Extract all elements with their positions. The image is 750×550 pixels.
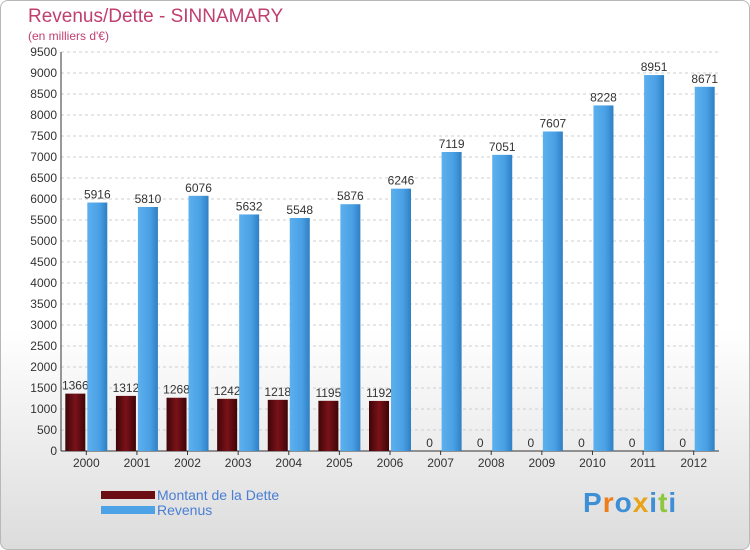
debt-bar — [166, 397, 187, 451]
x-tick-label: 2004 — [275, 456, 302, 470]
y-tick-label: 1500 — [30, 381, 57, 395]
revenue-bar — [340, 204, 361, 451]
debt-value-label: 1268 — [163, 383, 190, 397]
revenue-value-label: 8228 — [590, 90, 617, 104]
revenue-value-label: 6076 — [185, 181, 212, 195]
debt-value-label: 0 — [578, 436, 585, 450]
x-tick-label: 2002 — [174, 456, 201, 470]
y-tick-label: 8500 — [30, 87, 57, 101]
brand-letter: P — [583, 487, 603, 518]
revenue-value-label: 6246 — [388, 174, 415, 188]
y-tick-label: 3000 — [30, 318, 57, 332]
revenue-bar — [289, 217, 310, 451]
y-tick-label: 2000 — [30, 360, 57, 374]
debt-value-label: 0 — [679, 436, 686, 450]
revenue-value-label: 5916 — [84, 188, 111, 202]
debt-bar — [267, 399, 288, 451]
y-tick-label: 500 — [37, 423, 57, 437]
revenue-value-label: 7607 — [539, 117, 566, 131]
revenue-bar — [87, 202, 108, 451]
revenue-value-label: 7119 — [439, 137, 465, 151]
revenue-value-label: 5876 — [337, 189, 364, 203]
debt-value-label: 0 — [629, 436, 636, 450]
revenue-bar — [239, 214, 260, 451]
legend-swatch-revenus — [101, 505, 155, 514]
debt-value-label: 0 — [426, 436, 433, 450]
debt-value-label: 1366 — [62, 379, 89, 393]
y-tick-label: 8000 — [30, 108, 57, 122]
y-tick-label: 9000 — [30, 66, 57, 80]
revenue-value-label: 7051 — [489, 140, 516, 154]
x-tick-label: 2000 — [73, 456, 100, 470]
y-tick-label: 4000 — [30, 276, 57, 290]
x-tick-label: 2011 — [630, 456, 656, 470]
revenue-bar — [542, 131, 563, 452]
brand-letter: r — [602, 487, 615, 518]
revenue-bar — [391, 188, 411, 451]
y-tick-label: 3500 — [30, 297, 57, 311]
chart-title: Revenus/Dette - SINNAMARY — [28, 6, 284, 27]
debt-bar — [318, 400, 339, 451]
brand-text: Proxiti — [583, 487, 677, 518]
brand-letter: o — [614, 487, 633, 518]
y-tick-label: 0 — [50, 444, 57, 458]
revenue-bar — [593, 105, 614, 451]
legend-swatch-dette — [101, 490, 155, 499]
brand-letter: x — [632, 487, 650, 518]
x-tick-label: 2005 — [326, 456, 353, 470]
y-tick-label: 1000 — [30, 402, 57, 416]
legend-label-dette: Montant de la Dette — [157, 486, 280, 503]
revenue-bar — [441, 152, 462, 451]
legend: Montant de la Dette Revenus — [101, 486, 280, 518]
x-tick-label: 2001 — [124, 456, 151, 470]
legend-item-revenus: Revenus — [101, 501, 279, 518]
debt-value-label: 1195 — [315, 386, 341, 400]
legend-label-revenus: Revenus — [157, 501, 213, 518]
y-tick-label: 7500 — [30, 129, 57, 143]
debt-value-label: 0 — [528, 436, 535, 450]
revenue-bar — [644, 75, 665, 452]
x-tick-label: 2010 — [579, 456, 606, 470]
debt-value-label: 1312 — [113, 381, 140, 395]
y-tick-label: 6000 — [30, 192, 57, 206]
revenue-bar — [137, 206, 158, 451]
revenue-value-label: 5632 — [236, 199, 263, 213]
revenue-bar — [694, 86, 715, 452]
debt-value-label: 0 — [477, 436, 484, 450]
x-tick-label: 2006 — [377, 456, 404, 470]
y-tick-label: 5000 — [30, 234, 57, 248]
y-tick-label: 9500 — [30, 45, 57, 59]
x-tick-label: 2012 — [680, 456, 707, 470]
revenue-value-label: 5810 — [135, 192, 162, 206]
brand-letter: i — [649, 487, 659, 518]
x-tick-label: 2009 — [528, 456, 555, 470]
chart-subtitle: (en milliers d'€) — [28, 29, 109, 43]
revenue-value-label: 8951 — [641, 60, 668, 74]
revenue-value-label: 5548 — [286, 203, 313, 217]
x-tick-label: 2008 — [478, 456, 505, 470]
debt-bar — [369, 400, 389, 451]
debt-value-label: 1192 — [366, 386, 392, 400]
revenue-bar — [492, 154, 513, 451]
legend-item-dette: Montant de la Dette — [101, 486, 280, 503]
revenue-bar — [188, 195, 209, 451]
y-tick-label: 7000 — [30, 150, 57, 164]
debt-value-label: 1242 — [214, 384, 241, 398]
y-tick-label: 4500 — [30, 255, 57, 269]
brand-letter: t — [658, 487, 669, 518]
y-tick-label: 5500 — [30, 213, 57, 227]
brand-letter: i — [668, 487, 678, 518]
y-tick-label: 2500 — [30, 339, 57, 353]
debt-bar — [115, 395, 136, 451]
proxiti-logo: Proxiti — [583, 487, 677, 519]
x-tick-label: 2003 — [225, 456, 252, 470]
revenue-value-label: 8671 — [691, 72, 718, 86]
x-tick-label: 2007 — [427, 456, 454, 470]
y-tick-label: 6500 — [30, 171, 57, 185]
debt-value-label: 1218 — [264, 385, 291, 399]
debt-bar — [217, 398, 238, 451]
debt-bar — [65, 393, 86, 451]
